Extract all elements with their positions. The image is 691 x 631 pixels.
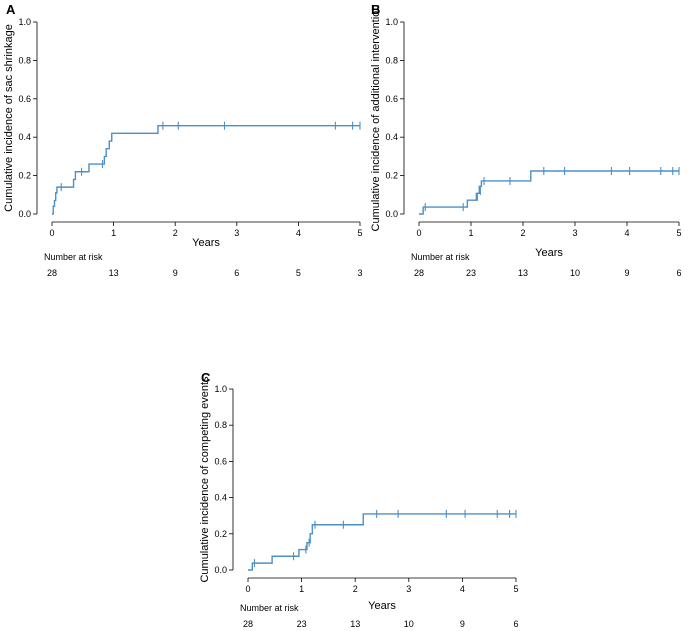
y-axis-title: Cumulative incidence of sac shrinkage — [3, 24, 15, 212]
y-tick-label: 0.2 — [385, 171, 398, 181]
y-tick-label: 0.8 — [385, 55, 398, 65]
x-axis-title: Years — [535, 247, 563, 259]
risk-count: 13 — [518, 268, 528, 278]
y-tick-label: 0.2 — [214, 529, 227, 539]
y-tick-label: 0.4 — [385, 132, 398, 142]
risk-table-title: Number at risk — [240, 603, 299, 613]
risk-count: 13 — [350, 619, 360, 629]
y-tick-label: 0.6 — [385, 94, 398, 104]
risk-count: 23 — [466, 268, 476, 278]
y-tick-label: 0.4 — [18, 132, 31, 142]
risk-count: 9 — [460, 619, 465, 629]
risk-count: 9 — [624, 268, 629, 278]
risk-count: 23 — [297, 619, 307, 629]
risk-count: 9 — [173, 268, 178, 278]
incidence-curve — [419, 170, 679, 215]
y-tick-label: 1.0 — [18, 17, 31, 27]
y-tick-label: 0.8 — [18, 55, 31, 65]
panel-label: A — [6, 2, 16, 17]
x-axis-title: Years — [368, 600, 396, 612]
y-tick-label: 0.8 — [214, 420, 227, 430]
x-tick-label: 0 — [245, 584, 250, 594]
risk-count: 28 — [47, 268, 57, 278]
risk-count: 28 — [414, 268, 424, 278]
risk-table-title: Number at risk — [44, 252, 103, 262]
risk-count: 10 — [570, 268, 580, 278]
x-tick-label: 5 — [357, 228, 362, 238]
y-tick-label: 0.0 — [385, 209, 398, 219]
risk-count: 3 — [357, 268, 362, 278]
x-tick-label: 4 — [624, 228, 629, 238]
x-tick-label: 3 — [572, 228, 577, 238]
x-tick-label: 1 — [299, 584, 304, 594]
x-tick-label: 0 — [416, 228, 421, 238]
risk-count: 6 — [513, 619, 518, 629]
x-tick-label: 2 — [520, 228, 525, 238]
y-tick-label: 1.0 — [214, 384, 227, 394]
x-tick-label: 5 — [513, 584, 518, 594]
incidence-curve — [52, 124, 360, 215]
risk-count: 6 — [234, 268, 239, 278]
panel-label: C — [201, 370, 211, 385]
risk-count: 28 — [243, 619, 253, 629]
x-tick-label: 5 — [676, 228, 681, 238]
risk-count: 13 — [109, 268, 119, 278]
y-axis-title: Cumulative incidence of additional inter… — [370, 5, 382, 232]
y-tick-label: 0.4 — [214, 493, 227, 503]
risk-count: 10 — [404, 619, 414, 629]
x-axis-title: Years — [192, 237, 220, 249]
x-tick-label: 1 — [468, 228, 473, 238]
y-tick-label: 0.0 — [214, 565, 227, 575]
y-tick-label: 0.2 — [18, 171, 31, 181]
x-tick-label: 4 — [460, 584, 465, 594]
x-tick-label: 2 — [173, 228, 178, 238]
y-tick-label: 0.0 — [18, 209, 31, 219]
risk-count: 5 — [296, 268, 301, 278]
x-tick-label: 1 — [111, 228, 116, 238]
y-tick-label: 1.0 — [385, 17, 398, 27]
y-tick-label: 0.6 — [214, 456, 227, 466]
incidence-curve — [248, 513, 516, 571]
x-tick-label: 3 — [406, 584, 411, 594]
panel-label: B — [371, 2, 380, 17]
x-tick-label: 3 — [234, 228, 239, 238]
risk-table-title: Number at risk — [411, 252, 470, 262]
x-tick-label: 2 — [353, 584, 358, 594]
risk-count: 6 — [676, 268, 681, 278]
y-tick-label: 0.6 — [18, 94, 31, 104]
x-tick-label: 4 — [296, 228, 301, 238]
y-axis-title: Cumulative incidence of competing events — [199, 376, 211, 583]
x-tick-label: 0 — [49, 228, 54, 238]
